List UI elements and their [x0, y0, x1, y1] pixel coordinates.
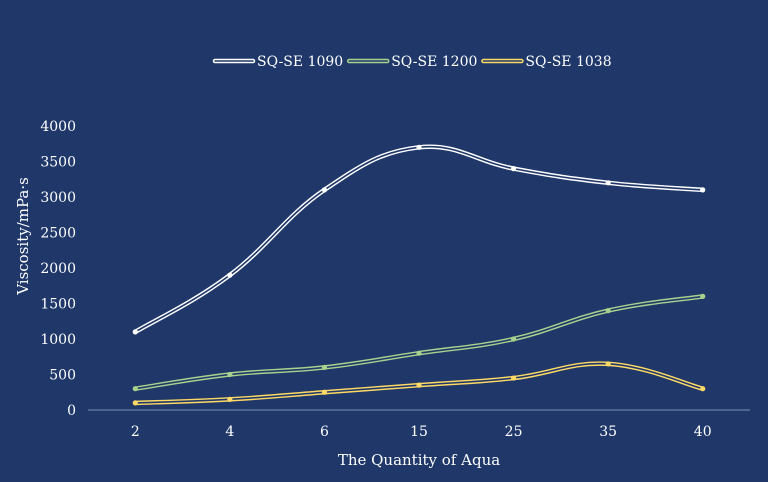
y-tick-label: 3500	[40, 155, 76, 171]
series-line-core	[134, 145, 704, 333]
y-axis-ticks: 0 500 1000 1500 2000 2500 3000 3500 4000	[40, 119, 76, 419]
legend-item-3: SQ-SE 1038	[481, 54, 612, 70]
data-point	[132, 329, 138, 335]
data-point	[700, 187, 706, 193]
data-point	[605, 180, 611, 186]
x-tick-label: 40	[694, 424, 712, 440]
series-1	[132, 144, 706, 335]
data-point	[132, 386, 138, 392]
x-tick-label: 15	[410, 424, 428, 440]
data-point	[132, 400, 138, 406]
x-tick-label: 4	[225, 424, 234, 440]
data-point	[321, 187, 328, 193]
series-group	[132, 144, 706, 406]
data-point	[416, 350, 422, 356]
data-point	[321, 389, 328, 395]
y-tick-label: 3000	[40, 190, 76, 206]
y-tick-label: 2500	[40, 226, 76, 242]
data-point	[700, 293, 706, 299]
y-tick-label: 4000	[40, 119, 76, 135]
legend: SQ-SE 1090 SQ-SE 1200 SQ-SE 1038	[212, 54, 612, 70]
data-point	[700, 386, 706, 392]
legend-item-1: SQ-SE 1090	[212, 54, 343, 70]
y-tick-label: 2000	[40, 261, 76, 277]
data-point	[416, 144, 422, 150]
data-point	[510, 336, 517, 342]
series-3	[132, 361, 706, 406]
y-axis-label: Viscosity/mPa·s	[14, 177, 32, 296]
x-tick-label: 6	[320, 424, 329, 440]
legend-label: SQ-SE 1038	[525, 54, 611, 70]
legend-label: SQ-SE 1090	[257, 54, 343, 70]
x-axis-label: The Quantity of Aqua	[338, 451, 500, 469]
x-axis-ticks: 2 4 6 15 25 35 40	[131, 424, 712, 440]
legend-label: SQ-SE 1200	[391, 54, 477, 70]
series-2	[132, 293, 706, 392]
x-tick-label: 35	[599, 424, 617, 440]
data-point	[510, 166, 517, 172]
y-tick-label: 1500	[40, 297, 76, 313]
y-tick-label: 1000	[40, 332, 76, 348]
y-tick-label: 500	[49, 368, 76, 384]
data-point	[605, 308, 611, 314]
data-point	[227, 396, 233, 402]
data-point	[605, 361, 611, 367]
data-point	[227, 371, 233, 378]
data-point	[416, 382, 422, 388]
y-tick-label: 0	[67, 403, 76, 419]
data-point	[321, 364, 328, 370]
series-line-outline	[133, 144, 705, 335]
data-point	[510, 375, 517, 381]
legend-item-2: SQ-SE 1200	[346, 54, 477, 70]
data-point	[227, 272, 233, 278]
x-tick-label: 25	[505, 424, 523, 440]
x-tick-label: 2	[131, 424, 140, 440]
